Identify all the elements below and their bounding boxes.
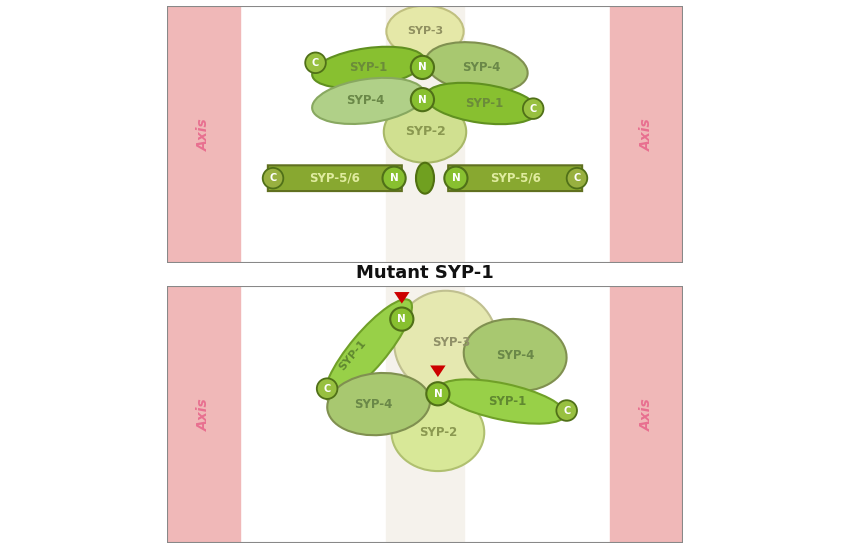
Text: C: C <box>269 173 276 183</box>
Text: SYP-4: SYP-4 <box>462 61 501 74</box>
Text: SYP-1: SYP-1 <box>488 395 526 408</box>
Text: C: C <box>530 104 537 114</box>
Ellipse shape <box>327 373 430 435</box>
Text: SYP-5/6: SYP-5/6 <box>490 172 541 185</box>
Bar <box>610 6 683 263</box>
Text: SYP-3: SYP-3 <box>407 26 443 36</box>
Bar <box>167 6 240 263</box>
Text: SYP-2: SYP-2 <box>405 125 445 138</box>
Bar <box>610 286 683 543</box>
Text: C: C <box>312 58 319 68</box>
Circle shape <box>567 168 587 189</box>
Ellipse shape <box>425 42 528 93</box>
Text: Mutant SYP-1: Mutant SYP-1 <box>356 264 494 282</box>
Text: N: N <box>451 173 461 183</box>
Circle shape <box>557 400 577 421</box>
Text: Axis: Axis <box>196 118 211 151</box>
Bar <box>387 6 463 263</box>
Ellipse shape <box>392 394 484 471</box>
Ellipse shape <box>312 46 424 88</box>
Text: SYP-1: SYP-1 <box>465 97 503 110</box>
Text: SYP-4: SYP-4 <box>354 398 393 410</box>
Circle shape <box>411 56 434 79</box>
Circle shape <box>382 167 405 190</box>
Ellipse shape <box>394 291 497 394</box>
Bar <box>167 286 240 543</box>
Circle shape <box>427 382 450 405</box>
Text: N: N <box>418 95 427 105</box>
FancyBboxPatch shape <box>268 165 402 191</box>
Text: Axis: Axis <box>639 118 654 151</box>
Circle shape <box>305 53 326 73</box>
Text: Axis: Axis <box>196 398 211 431</box>
Ellipse shape <box>439 379 565 424</box>
Polygon shape <box>394 292 410 304</box>
Text: Axis: Axis <box>639 398 654 431</box>
Text: N: N <box>398 314 406 324</box>
Text: SYP-2: SYP-2 <box>419 426 457 439</box>
Ellipse shape <box>426 83 538 124</box>
Text: SYP-4: SYP-4 <box>347 95 385 108</box>
Text: C: C <box>324 384 331 394</box>
Text: SYP-1: SYP-1 <box>349 61 388 74</box>
Text: SYP-5/6: SYP-5/6 <box>309 172 360 185</box>
Text: SYP-4: SYP-4 <box>496 349 535 362</box>
FancyBboxPatch shape <box>448 165 582 191</box>
Ellipse shape <box>464 319 567 391</box>
Circle shape <box>445 167 468 190</box>
Ellipse shape <box>387 6 463 57</box>
Ellipse shape <box>416 163 434 194</box>
Text: C: C <box>574 173 581 183</box>
Text: SYP-3: SYP-3 <box>432 336 470 349</box>
Ellipse shape <box>312 78 424 124</box>
Text: N: N <box>434 389 442 399</box>
Ellipse shape <box>384 101 466 163</box>
Circle shape <box>317 379 337 399</box>
Text: N: N <box>389 173 399 183</box>
Circle shape <box>523 99 543 119</box>
Bar <box>387 286 463 543</box>
Text: SYP-1: SYP-1 <box>337 338 368 372</box>
Text: C: C <box>563 405 570 416</box>
Circle shape <box>390 307 413 330</box>
Circle shape <box>263 168 283 189</box>
Ellipse shape <box>325 300 412 400</box>
Circle shape <box>411 88 434 111</box>
Text: N: N <box>418 62 427 72</box>
Polygon shape <box>430 366 445 377</box>
